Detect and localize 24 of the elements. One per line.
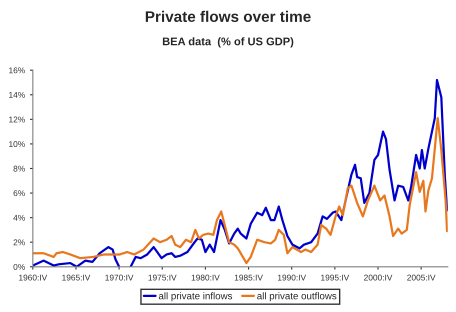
x-tick-label: 1980:IV bbox=[192, 274, 220, 281]
y-tick-label: 16% bbox=[9, 67, 25, 74]
y-tick-label: 12% bbox=[9, 116, 25, 122]
x-tick-label: 1975:IV bbox=[148, 274, 177, 281]
x-tick-label: 2000:IV bbox=[364, 274, 392, 281]
x-tick-label: 2005:IV bbox=[407, 274, 436, 281]
y-tick-label: 4% bbox=[13, 214, 25, 221]
chart-title: Private flows over time bbox=[146, 10, 311, 22]
x-tick-label: 1965:IV bbox=[62, 274, 90, 281]
y-tick-label: 2% bbox=[14, 239, 25, 246]
line-series bbox=[32, 117, 448, 264]
y-tick-label: 0% bbox=[13, 264, 25, 270]
legend-label: all private outflows bbox=[257, 292, 336, 302]
chart-subtitle: BEA data (% of US GDP) bbox=[162, 37, 294, 48]
x-tick-label: 1995:IV bbox=[321, 274, 350, 281]
y-tick-label: 6% bbox=[14, 190, 25, 196]
y-tick-label: 14% bbox=[9, 92, 25, 98]
x-tick-label: 1960:IV bbox=[19, 274, 48, 281]
y-tick-label: 10% bbox=[9, 141, 25, 148]
y-tick-label: 8% bbox=[14, 166, 25, 172]
x-tick-label: 1990:IV bbox=[278, 274, 306, 281]
x-tick-label: 1970:IV bbox=[105, 274, 134, 281]
legend-label: all private inflows bbox=[158, 292, 232, 302]
x-tick-label: 1985:IV bbox=[234, 274, 263, 281]
